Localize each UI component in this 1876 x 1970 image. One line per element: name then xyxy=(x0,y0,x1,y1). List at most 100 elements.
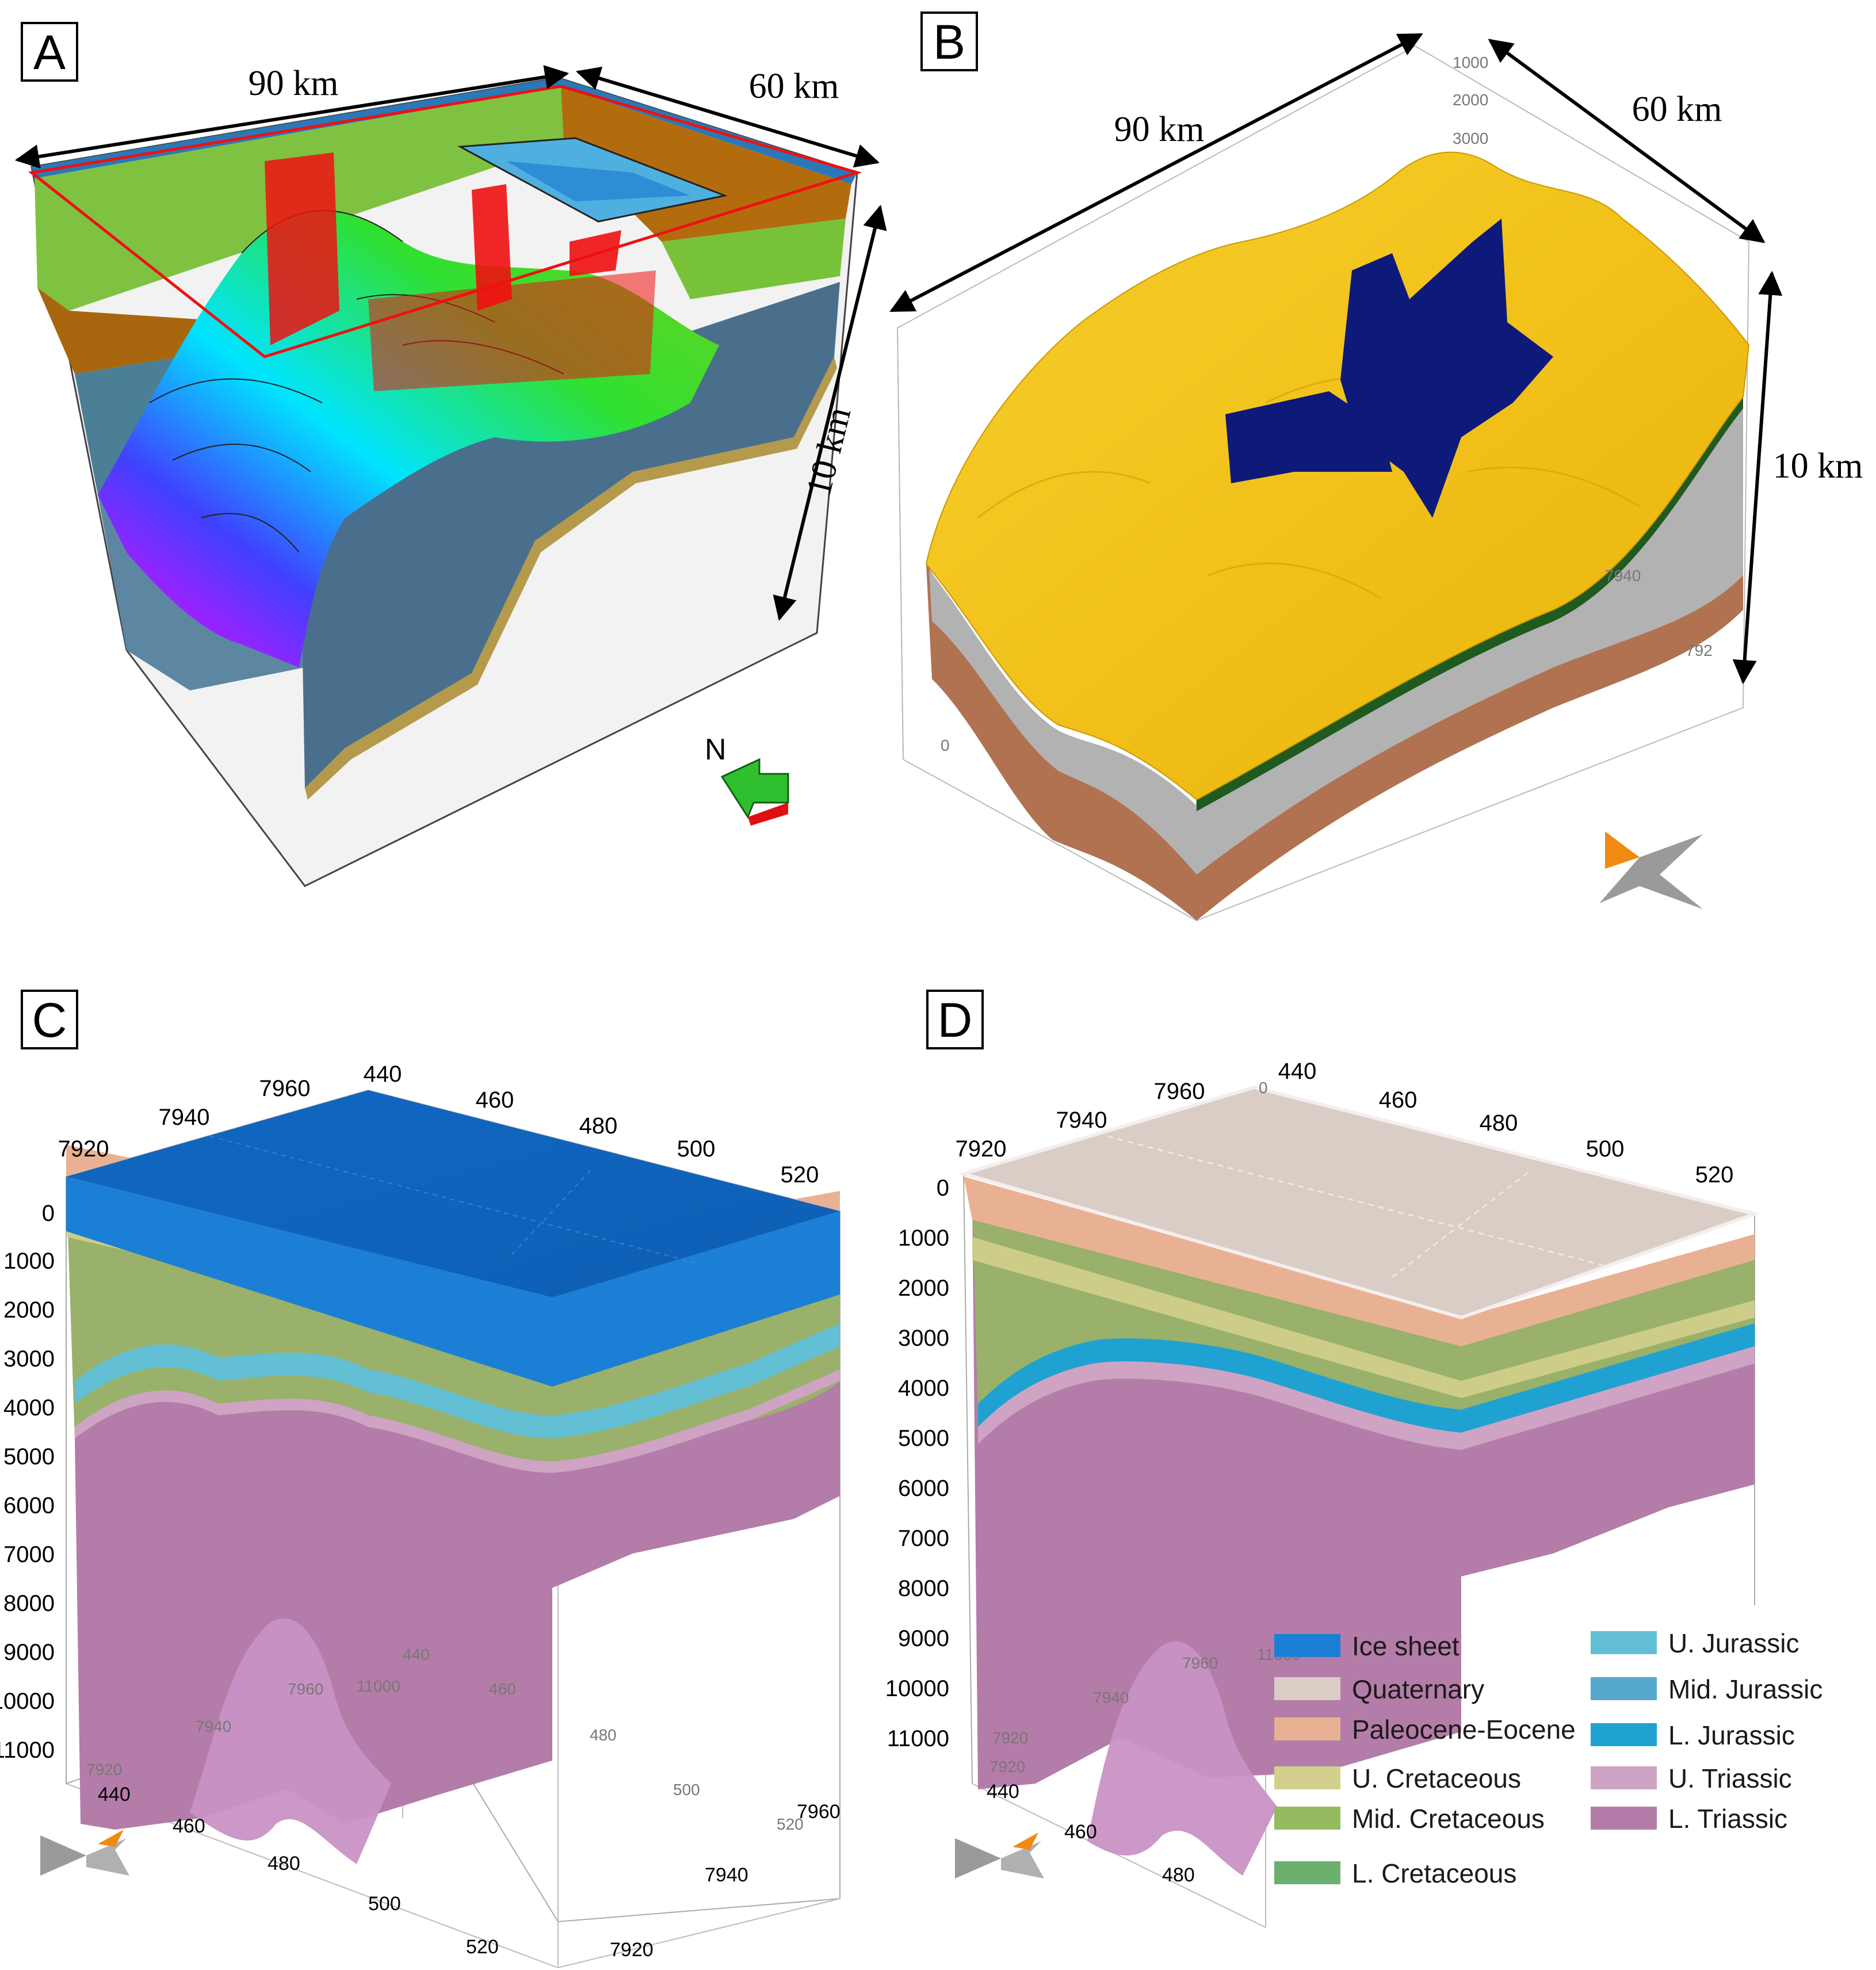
panel-c-depth-tick: 7000 xyxy=(3,1542,55,1567)
panel-b-depth-tick: 3000 xyxy=(1453,129,1488,147)
panel-c-label: C xyxy=(32,993,67,1047)
compass-icon xyxy=(1605,831,1640,869)
legend-label: L. Cretaceous xyxy=(1352,1858,1516,1888)
panel-c-bottom-easting: 480 xyxy=(268,1853,300,1874)
compass-icon xyxy=(955,1838,1001,1879)
panel-c-depth-tick: 5000 xyxy=(3,1444,55,1469)
panel-b-depth-label: 10 km xyxy=(1773,446,1863,486)
panel-c-ice-right xyxy=(552,1211,840,1387)
panel-c-bottom-easting: 440 xyxy=(98,1784,131,1805)
panel-c-depth-tick: 4000 xyxy=(3,1395,55,1421)
panel-c-compass-body xyxy=(86,1838,129,1876)
panel-c-depth-tick: 1000 xyxy=(3,1249,55,1274)
panel-b-width-label: 60 km xyxy=(1632,90,1722,129)
panel-d-top-northing: 7920 xyxy=(956,1136,1007,1162)
panel-c-bottom-northing: 7960 xyxy=(797,1801,840,1823)
legend-label: U. Triassic xyxy=(1668,1763,1792,1793)
panel-c-bottom-easting: 520 xyxy=(466,1936,499,1958)
legend-item-u-jurassic: U. Jurassic xyxy=(1591,1628,1799,1658)
legend-swatch xyxy=(1591,1766,1657,1789)
panel-d-depth-tick: 2000 xyxy=(898,1276,949,1301)
panel-c-bottom-northing: 7940 xyxy=(705,1864,748,1886)
panel-c-depth-tick: 10000 xyxy=(0,1689,55,1714)
legend-swatch xyxy=(1591,1723,1657,1746)
legend-item-u-cretaceous: U. Cretaceous xyxy=(1274,1763,1521,1793)
panel-a-north-arrow-base xyxy=(748,803,788,826)
panel-c-top-easting: 480 xyxy=(579,1113,618,1139)
panel-c-depth-tick: 0 xyxy=(42,1201,55,1226)
panel-c-inner-depth: 11000 xyxy=(357,1677,400,1695)
panel-a-width-arrow xyxy=(575,66,880,168)
legend-swatch xyxy=(1274,1861,1340,1884)
legend-swatch xyxy=(1274,1807,1340,1830)
panel-d-bottom-easting: 460 xyxy=(1064,1821,1097,1843)
panel-c-compass-tip xyxy=(98,1830,124,1847)
panel-c-depth-tick: 9000 xyxy=(3,1640,55,1665)
panel-b-front-grey xyxy=(1197,403,1743,875)
panel-b-depth-tick: 1000 xyxy=(1453,54,1488,71)
panel-a-seismic-line-3 xyxy=(472,184,512,311)
panel-a-layer-brown xyxy=(37,288,322,374)
panel-d-depth-tick: 5000 xyxy=(898,1426,949,1451)
panel-d-grid xyxy=(1107,1135,1606,1278)
panel-c-inner-easting: 500 xyxy=(673,1781,700,1799)
legend-swatch xyxy=(1274,1634,1340,1657)
panel-b-depth-arrow xyxy=(1732,270,1783,685)
legend-item-u-triassic: U. Triassic xyxy=(1591,1763,1792,1793)
panel-c-depth-tick: 6000 xyxy=(3,1493,55,1518)
panel-c-inner-northing: 7960 xyxy=(288,1680,323,1698)
panel-b-label: B xyxy=(933,15,965,69)
legend-swatch xyxy=(1274,1766,1340,1789)
panel-c-depth-tick: 11000 xyxy=(0,1738,55,1763)
panel-a-width-label: 60 km xyxy=(749,67,839,106)
panel-b-left-grey xyxy=(929,570,1197,875)
panel-c-depth-axis: 0 1000 2000 3000 4000 5000 6000 7000 800… xyxy=(0,1201,55,1763)
panel-a-length-arrow xyxy=(14,65,570,169)
panel-d-u-cretaceous xyxy=(972,1237,1755,1398)
panel-d-top-northing: 7940 xyxy=(1056,1108,1107,1133)
panel-c-depth-tick: 3000 xyxy=(3,1346,55,1372)
legend-swatch xyxy=(1274,1677,1340,1700)
panel-b-length-label: 90 km xyxy=(1114,110,1205,149)
legend-item-paleocene-eocene: Paleocene-Eocene xyxy=(1274,1715,1576,1744)
panel-d-top-easting: 500 xyxy=(1586,1136,1625,1162)
legend-label: Ice sheet xyxy=(1352,1631,1459,1661)
panel-a-seismic-line-2 xyxy=(368,270,656,391)
panel-d-bottom-easting: 440 xyxy=(987,1781,1019,1803)
panel-b-length-arrow xyxy=(889,33,1423,312)
panel-d-top-easting: 460 xyxy=(1379,1087,1417,1113)
legend-swatch xyxy=(1274,1717,1340,1740)
panel-c-bottom-easting: 460 xyxy=(173,1815,205,1837)
panel-d-depth-tick: 6000 xyxy=(898,1476,949,1501)
legend-item-quaternary: Quaternary xyxy=(1274,1674,1484,1704)
panel-a-length-label: 90 km xyxy=(249,64,339,103)
legend-item-mid-jurassic: Mid. Jurassic xyxy=(1591,1674,1822,1704)
panel-d-depth-axis: 0 1000 2000 3000 4000 5000 6000 7000 800… xyxy=(885,1175,949,1751)
panel-c-triassic-dome xyxy=(190,1618,391,1864)
panel-c-inner-northing: 7940 xyxy=(196,1717,231,1735)
panel-a-base-line xyxy=(305,357,837,800)
panel-b-anomaly-west xyxy=(1225,391,1392,483)
panel-d-depth-tick: 0 xyxy=(937,1175,949,1201)
panel-c-depth-tick: 8000 xyxy=(3,1591,55,1616)
legend-label: Paleocene-Eocene xyxy=(1352,1715,1576,1744)
panel-a-label: A xyxy=(33,25,66,79)
panel-b-side-tick: 7940 xyxy=(1605,567,1641,585)
panel-d-bottom-northing: 7920 xyxy=(989,1758,1025,1776)
legend-label: L. Jurassic xyxy=(1668,1720,1795,1750)
north-arrow-icon xyxy=(720,758,789,819)
panel-c-bottom-easting: 500 xyxy=(368,1893,401,1915)
panel-d-depth-tick: 7000 xyxy=(898,1526,949,1551)
panel-d-triassic-dome xyxy=(1087,1641,1277,1876)
panel-b: B 1000 2000 3000 7940 792 0 90 km 60 km … xyxy=(889,12,1863,922)
panel-c-label-box xyxy=(21,990,78,1049)
panel-d-inner-northing: 7920 xyxy=(992,1729,1028,1747)
legend-label: U. Cretaceous xyxy=(1352,1763,1521,1793)
panel-c-ice-top xyxy=(66,1090,840,1297)
panel-c-inner-northing: 7920 xyxy=(86,1761,122,1778)
legend-label: U. Jurassic xyxy=(1668,1628,1799,1658)
panel-c-top-easting: 440 xyxy=(364,1062,402,1087)
panel-d: D 440 460 480 500 520 7920 7940 7960 0 0… xyxy=(885,990,1822,1928)
panel-c: C 440 460 480 500 520 7920 7940 7960 0 1… xyxy=(0,990,840,1969)
